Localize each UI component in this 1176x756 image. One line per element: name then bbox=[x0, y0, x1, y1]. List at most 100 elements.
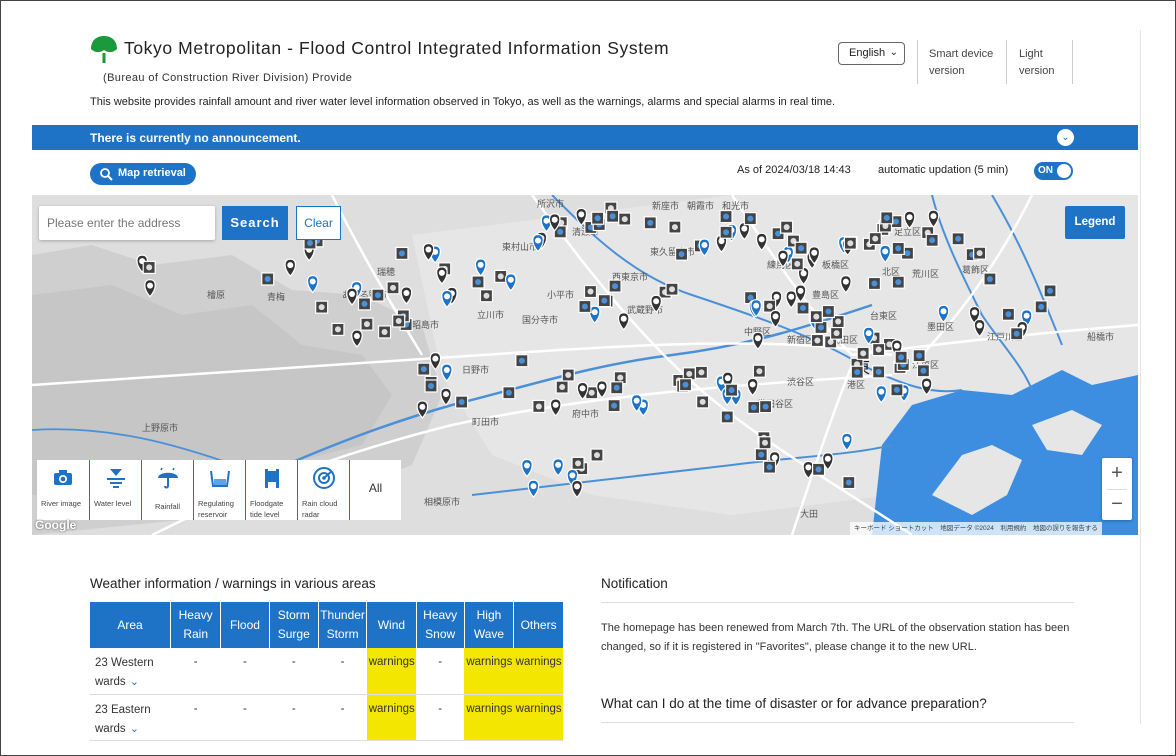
station-marker-dot bbox=[581, 303, 588, 310]
column-header: Thunder Storm bbox=[317, 602, 367, 648]
layer-all-button[interactable]: All bbox=[349, 460, 401, 520]
station-pin-dot bbox=[906, 214, 913, 221]
station-marker-dot bbox=[678, 251, 685, 258]
station-marker-dot bbox=[557, 228, 564, 235]
station-marker-dot bbox=[1005, 311, 1012, 318]
station-marker-dot bbox=[976, 250, 983, 257]
chevron-down-icon[interactable]: ⌄ bbox=[1057, 129, 1074, 146]
station-marker-dot bbox=[728, 387, 735, 394]
svg-text:昭島市: 昭島市 bbox=[412, 319, 439, 331]
layer-rain-cloud-radar-button[interactable]: Rain cloud radar bbox=[297, 460, 349, 520]
svg-text:小平市: 小平市 bbox=[547, 289, 574, 301]
svg-text:新座市: 新座市 bbox=[652, 200, 679, 212]
station-marker-dot bbox=[875, 368, 882, 375]
station-pin-dot bbox=[940, 308, 947, 315]
header-divider bbox=[917, 40, 918, 84]
chevron-down-icon[interactable]: ⌄ bbox=[129, 676, 139, 688]
station-marker-dot bbox=[895, 245, 902, 252]
station-marker-dot bbox=[612, 283, 619, 290]
station-marker-dot bbox=[601, 297, 608, 304]
warning-cell: warnings bbox=[366, 694, 417, 741]
station-marker-dot bbox=[559, 384, 566, 391]
station-pin-dot bbox=[535, 237, 542, 244]
zoom-out-button[interactable]: − bbox=[1111, 493, 1123, 515]
disaster-preparation-link[interactable]: What can I do at the time of disaster or… bbox=[601, 696, 987, 711]
station-marker-dot bbox=[671, 224, 678, 231]
station-marker-dot bbox=[898, 354, 905, 361]
svg-text:和光市: 和光市 bbox=[722, 200, 749, 212]
station-pin-dot bbox=[425, 246, 432, 253]
station-pin-dot bbox=[882, 248, 889, 255]
map-attribution[interactable]: キーボード ショートカット 地図データ ©2024 利用規約 地図の誤りを報告す… bbox=[850, 522, 1102, 535]
reservoir-icon bbox=[209, 470, 230, 487]
station-pin-dot bbox=[758, 236, 765, 243]
address-search-input[interactable]: Please enter the address bbox=[39, 206, 215, 240]
svg-text:千代田区: 千代田区 bbox=[822, 335, 858, 346]
station-marker-dot bbox=[986, 275, 993, 282]
station-pin-dot bbox=[797, 287, 804, 294]
station-marker-dot bbox=[621, 216, 628, 223]
area-cell[interactable]: 23 Western wards ⌄ bbox=[90, 648, 171, 695]
chevron-down-icon: ⌄ bbox=[889, 47, 898, 58]
chevron-down-icon[interactable]: ⌄ bbox=[129, 722, 139, 735]
svg-text:足立区: 足立区 bbox=[894, 226, 921, 238]
layer-water-level-button[interactable]: Water level bbox=[89, 460, 141, 520]
station-marker-dot bbox=[815, 466, 822, 473]
auto-update-toggle[interactable]: ON bbox=[1034, 162, 1073, 180]
tokyo-ginkgo-logo-icon bbox=[91, 36, 117, 63]
station-marker-dot bbox=[766, 464, 773, 471]
station-marker-dot bbox=[835, 318, 842, 325]
svg-text:上野原市: 上野原市 bbox=[142, 422, 178, 434]
column-header: Storm Surge bbox=[268, 602, 319, 648]
layer-rainfall-button[interactable]: Rainfall bbox=[141, 460, 193, 520]
svg-text:荒川区: 荒川区 bbox=[912, 269, 939, 280]
svg-text:渋谷区: 渋谷区 bbox=[787, 376, 814, 388]
layer-river-image-button[interactable]: River image bbox=[37, 460, 89, 520]
table-row: 23 Eastern wards ⌄ - - - - warnings - war… bbox=[90, 694, 563, 741]
station-marker-dot bbox=[1047, 287, 1054, 294]
station-marker-dot bbox=[883, 214, 890, 221]
station-marker-dot bbox=[699, 398, 706, 405]
station-marker-dot bbox=[818, 324, 825, 331]
station-pin-dot bbox=[353, 332, 360, 339]
station-pin-dot bbox=[477, 261, 484, 268]
station-marker-dot bbox=[146, 264, 153, 271]
station-pin-dot bbox=[309, 278, 316, 285]
warning-cell: warnings bbox=[513, 648, 563, 695]
light-version-link[interactable]: Light version bbox=[1019, 48, 1055, 77]
clear-button[interactable]: Clear bbox=[296, 206, 341, 240]
search-button[interactable]: Search bbox=[222, 206, 288, 240]
layer-floodgate-tide-level-button[interactable]: Floodgate tide level bbox=[245, 460, 297, 520]
station-marker-dot bbox=[306, 240, 313, 247]
map-retrieval-button[interactable]: Map retrieval bbox=[90, 163, 196, 185]
column-header: Heavy Rain bbox=[169, 602, 221, 648]
as-of-timestamp: As of 2024/03/18 14:43 bbox=[737, 164, 851, 176]
station-marker-dot bbox=[916, 352, 923, 359]
language-select[interactable]: English ⌄ bbox=[838, 42, 905, 65]
svg-text:町田市: 町田市 bbox=[472, 416, 499, 428]
site-title[interactable]: Tokyo Metropolitan - Flood Control Integ… bbox=[124, 38, 670, 58]
svg-text:墨田区: 墨田区 bbox=[927, 322, 954, 333]
station-marker-dot bbox=[783, 224, 790, 231]
station-marker-dot bbox=[747, 294, 754, 301]
station-marker-dot bbox=[800, 305, 807, 312]
zoom-in-button[interactable]: + bbox=[1111, 462, 1123, 484]
station-marker-dot bbox=[535, 403, 542, 410]
smart-device-version-link[interactable]: Smart device version bbox=[929, 48, 994, 77]
station-marker-dot bbox=[847, 240, 854, 247]
layer-regulating-reservoir-button[interactable]: Regulating reservoir bbox=[193, 460, 245, 520]
station-marker-dot bbox=[483, 292, 490, 299]
station-pin-dot bbox=[749, 381, 756, 388]
legend-button[interactable]: Legend bbox=[1065, 206, 1125, 239]
flood-map[interactable]: 所沢市 新座市 朝霞市 和光市 足立区 東村山市 清瀬市 東久留米市 練馬区 板… bbox=[32, 195, 1138, 535]
station-pin-dot bbox=[432, 355, 439, 362]
svg-text:江戸川区: 江戸川区 bbox=[987, 332, 1023, 343]
station-pin-dot bbox=[779, 252, 786, 259]
station-marker-dot bbox=[875, 346, 882, 353]
water-level-icon bbox=[106, 469, 125, 488]
announcement-bar[interactable]: There is currently no announcement. ⌄ bbox=[32, 125, 1138, 150]
station-marker-dot bbox=[594, 215, 601, 222]
station-pin-dot bbox=[552, 401, 559, 408]
area-cell[interactable]: 23 Eastern wards ⌄ bbox=[90, 694, 171, 741]
station-pin-dot bbox=[287, 262, 294, 269]
